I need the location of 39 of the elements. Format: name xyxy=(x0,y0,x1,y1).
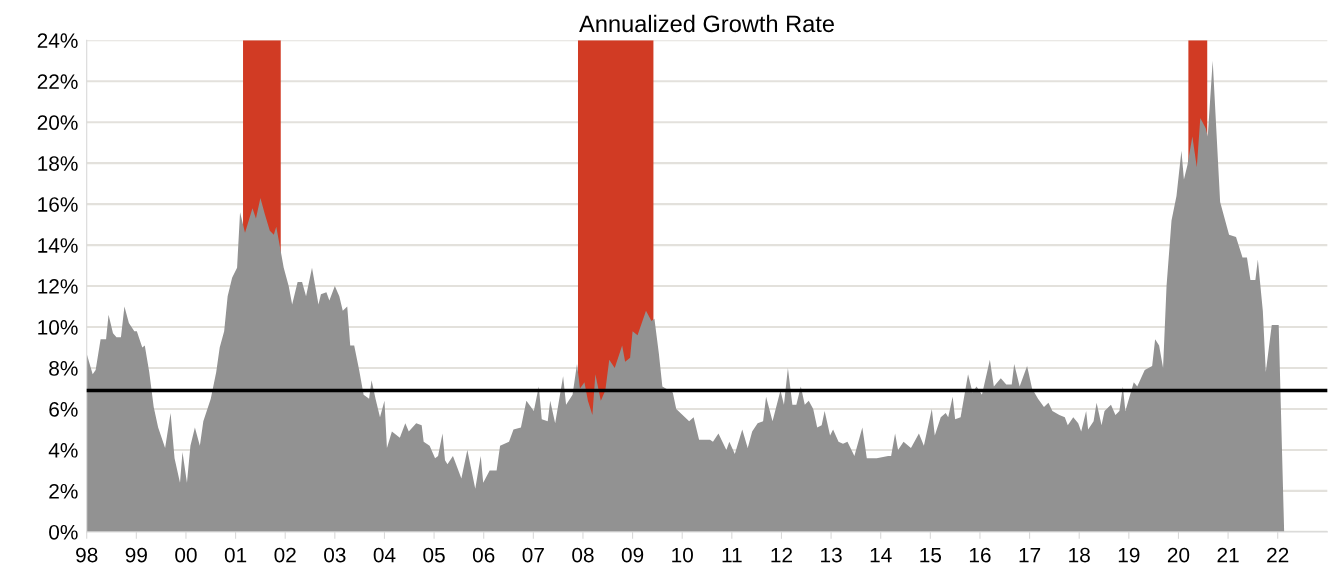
y-tick-label: 12% xyxy=(38,279,78,294)
chart-title: Annualized Growth Rate xyxy=(579,14,834,33)
x-tick-label: 04 xyxy=(373,547,396,563)
x-tick-label: 01 xyxy=(224,547,247,563)
x-tick-label: 00 xyxy=(175,547,197,563)
x-tick-label: 15 xyxy=(920,547,942,563)
x-tick-label: 07 xyxy=(522,547,544,563)
x-tick-label: 20 xyxy=(1167,547,1190,563)
y-tick-label: 2% xyxy=(49,483,78,499)
x-tick-label: 16 xyxy=(969,547,991,563)
x-tick-label: 03 xyxy=(324,547,346,563)
x-tick-label: 17 xyxy=(1019,547,1041,563)
x-tick-label: 02 xyxy=(274,547,296,563)
x-tick-label: 98 xyxy=(76,547,98,563)
y-tick-label: 0% xyxy=(49,524,78,540)
x-tick-label: 12 xyxy=(771,547,792,563)
y-tick-label: 6% xyxy=(49,401,78,417)
x-tick-label: 06 xyxy=(472,547,495,563)
x-tick-label: 14 xyxy=(870,547,892,563)
x-tick-label: 99 xyxy=(125,547,147,563)
y-tick-label: 8% xyxy=(49,361,78,376)
y-tick-label: 10% xyxy=(38,320,78,335)
y-tick-label: 24% xyxy=(37,33,78,48)
x-tick-label: 22 xyxy=(1267,547,1289,563)
x-tick-label: 19 xyxy=(1118,547,1140,563)
x-tick-label: 18 xyxy=(1069,547,1090,563)
y-tick-label: 4% xyxy=(48,443,78,458)
y-tick-label: 20% xyxy=(37,115,78,130)
x-tick-label: 10 xyxy=(672,547,693,563)
y-tick-label: 22% xyxy=(37,74,78,89)
y-tick-label: 18% xyxy=(38,156,78,171)
x-tick-label: 09 xyxy=(621,547,644,563)
x-tick-label: 13 xyxy=(821,547,842,563)
x-tick-label: 21 xyxy=(1217,547,1239,563)
y-tick-label: 14% xyxy=(38,238,78,253)
y-tick-label: 16% xyxy=(38,197,78,212)
x-tick-label: 08 xyxy=(572,547,594,563)
x-tick-label: 11 xyxy=(722,547,742,563)
x-tick-label: 05 xyxy=(423,547,445,563)
